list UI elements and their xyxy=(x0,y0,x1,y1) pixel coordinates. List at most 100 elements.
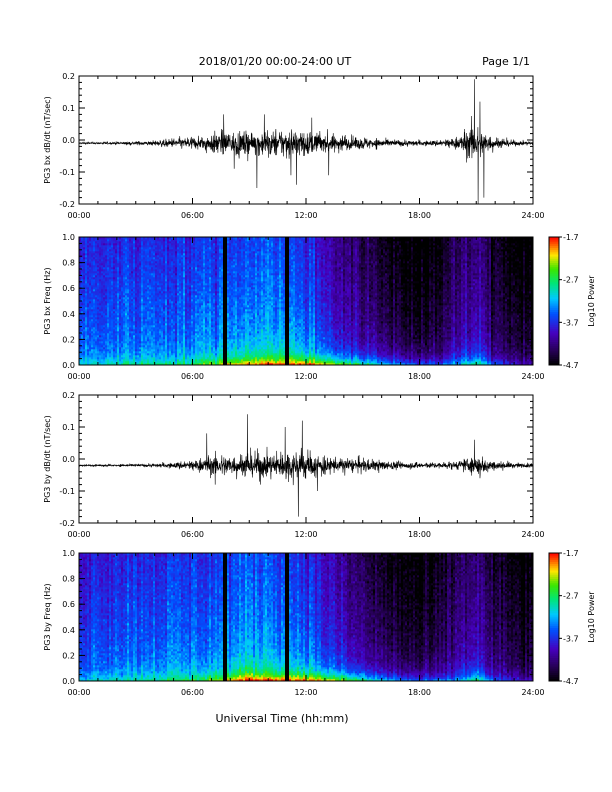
bx-freq-cell xyxy=(213,309,216,312)
bx-freq-cell xyxy=(165,329,168,332)
bx-freq-cell xyxy=(197,289,200,292)
bx-freq-cell xyxy=(165,301,168,304)
bx-freq-cell xyxy=(189,241,192,244)
bx-freq-cell xyxy=(101,351,104,354)
bx-freq-cell xyxy=(143,327,146,330)
bx-freq-cell xyxy=(115,253,118,256)
bx-freq-cell xyxy=(83,265,86,268)
bx-freq-cell xyxy=(121,305,124,308)
bx-freq-cell xyxy=(115,249,118,252)
bx-freq-cell xyxy=(137,257,140,260)
bx-freq-cell xyxy=(99,277,102,280)
bx-freq-cell xyxy=(89,311,92,314)
bx-freq-cell xyxy=(131,259,134,262)
bx-freq-cell xyxy=(175,293,178,296)
bx-freq-cell xyxy=(187,297,190,300)
bx-freq-cell xyxy=(85,245,88,248)
bx-freq-cell xyxy=(213,307,216,310)
bx-freq-cell xyxy=(157,361,160,364)
bx-freq-cell xyxy=(81,283,84,286)
bx-freq-cell xyxy=(199,335,202,338)
bx-freq-cell xyxy=(155,355,158,358)
bx-freq-cell xyxy=(197,353,200,356)
bx-freq-cell xyxy=(137,361,140,364)
bx-freq-cell xyxy=(125,249,128,252)
bx-freq-cell xyxy=(199,239,202,242)
bx-freq-cell xyxy=(193,355,196,358)
bx-freq-cell xyxy=(111,327,114,330)
bx-freq-cell xyxy=(159,291,162,294)
bx-freq-cell xyxy=(183,357,186,360)
bx-freq-cell xyxy=(125,265,128,268)
bx-freq-cell xyxy=(157,297,160,300)
bx-freq-cell xyxy=(89,297,92,300)
bx-freq-cell xyxy=(183,261,186,264)
bx-freq-cell xyxy=(153,319,156,322)
bx-freq-cell xyxy=(107,321,110,324)
bx-freq-cell xyxy=(195,295,198,298)
bx-freq-cell xyxy=(185,295,188,298)
bx-freq-cell xyxy=(217,261,220,264)
bx-freq-cell xyxy=(93,299,96,302)
bx-freq-cell xyxy=(177,243,180,246)
bx-freq-cell xyxy=(87,261,90,264)
bx-freq-cell xyxy=(197,239,200,242)
bx-freq-cell xyxy=(91,275,94,278)
bx-freq-cell xyxy=(103,253,106,256)
bx-freq-cell xyxy=(175,335,178,338)
bx-freq-cell xyxy=(135,329,138,332)
bx-freq-cell xyxy=(101,249,104,252)
bx-freq-cell xyxy=(163,355,166,358)
bx-freq-cell xyxy=(211,261,214,264)
bx-freq-cell xyxy=(143,339,146,342)
bx-freq-cell xyxy=(81,351,84,354)
bx-freq-cell xyxy=(185,315,188,318)
bx-freq-cell xyxy=(189,355,192,358)
bx-freq-cell xyxy=(175,239,178,242)
bx-freq-cell xyxy=(219,263,222,266)
bx-freq-cell xyxy=(173,249,176,252)
bx-freq-cell xyxy=(111,239,114,242)
bx-freq-cell xyxy=(159,341,162,344)
bx-freq-cell xyxy=(137,289,140,292)
bx-freq-cell xyxy=(139,279,142,282)
bx-freq-cell xyxy=(161,357,164,360)
bx-freq-cell xyxy=(163,351,166,354)
bx-freq-cell xyxy=(91,313,94,316)
bx-freq-cell xyxy=(125,291,128,294)
bx-freq-cell xyxy=(189,335,192,338)
bx-freq-cell xyxy=(91,291,94,294)
bx-freq-cell xyxy=(171,347,174,350)
bx-freq-cell xyxy=(155,239,158,242)
bx-freq-cell xyxy=(117,281,120,284)
bx-freq-cell xyxy=(165,325,168,328)
bx-freq-cell xyxy=(201,251,204,254)
bx-freq-cell xyxy=(203,293,206,296)
bx-freq-cell xyxy=(107,275,110,278)
bx-freq-cell xyxy=(95,295,98,298)
bx-freq-cell xyxy=(97,251,100,254)
bx-freq-cell xyxy=(107,293,110,296)
bx-freq-cell xyxy=(221,309,224,312)
bx-freq-cell xyxy=(125,247,128,250)
bx-freq-cell xyxy=(169,253,172,256)
bx-freq-cell xyxy=(163,247,166,250)
bx-freq-cell xyxy=(171,255,174,258)
bx-freq-cell xyxy=(137,315,140,318)
bx-freq-cell xyxy=(121,295,124,298)
bx-freq-cell xyxy=(81,329,84,332)
bx-freq-cell xyxy=(227,361,230,364)
bx-freq-cell xyxy=(171,343,174,346)
bx-freq-cell xyxy=(111,263,114,266)
bx-freq-cell xyxy=(81,251,84,254)
bx-freq-cell xyxy=(89,345,92,348)
bx-freq-cell xyxy=(135,265,138,268)
bx-freq-cell xyxy=(227,291,230,294)
bx-freq-cell xyxy=(95,239,98,242)
bx-freq-cell xyxy=(177,313,180,316)
bx-freq-cell xyxy=(195,257,198,260)
bx-freq-cell xyxy=(219,241,222,244)
bx-freq-cell xyxy=(215,269,218,272)
bx-freq-cell xyxy=(115,299,118,302)
bx-freq-cell xyxy=(169,339,172,342)
